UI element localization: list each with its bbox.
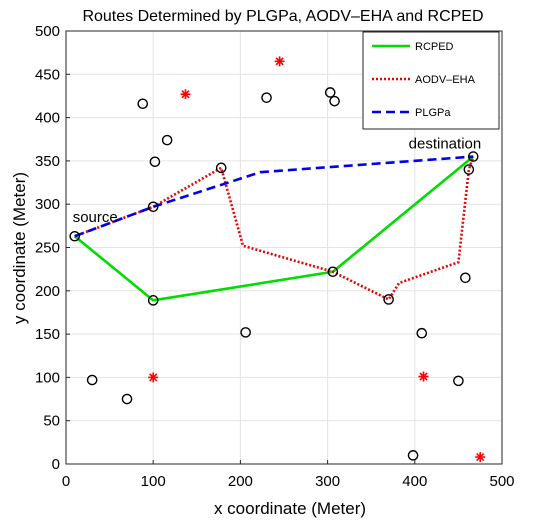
- legend-label: PLGPa: [415, 107, 451, 119]
- node-point: [240, 327, 251, 338]
- node-point: [324, 87, 336, 98]
- node-point: [261, 92, 272, 103]
- node-point: [86, 374, 98, 386]
- node-point: [149, 156, 161, 168]
- legend-label: AODV–EHA: [415, 74, 476, 86]
- node-point: [463, 164, 475, 175]
- x-tick-label: 0: [62, 473, 70, 490]
- y-tick-label: 200: [35, 283, 60, 300]
- node-point: [161, 134, 173, 146]
- x-tick-label: 300: [315, 473, 340, 490]
- dead-node-marker: [475, 452, 486, 463]
- node-point: [69, 230, 81, 242]
- x-tick-label: 400: [402, 473, 427, 490]
- node-point: [460, 272, 471, 284]
- node-point: [327, 266, 339, 278]
- node-point: [467, 151, 479, 162]
- node-point: [416, 327, 428, 339]
- annotation-destination: destination: [409, 136, 482, 153]
- node-point: [453, 375, 464, 387]
- x-tick-label: 500: [489, 473, 514, 490]
- x-axis-ticks: 0 100 200 300 400 500: [62, 460, 515, 490]
- legend-box: [362, 31, 500, 130]
- dead-nodes-layer: [148, 56, 486, 463]
- legend-label: RCPED: [415, 41, 454, 53]
- node-point: [147, 295, 159, 306]
- x-tick-label: 100: [141, 473, 166, 490]
- series-layer: [73, 155, 475, 302]
- node-point: [329, 95, 340, 107]
- chart-title: Routes Determined by PLGPa, AODV–EHA and…: [82, 8, 483, 25]
- legend: RCPED AODV–EHA PLGPa: [362, 31, 500, 130]
- y-tick-label: 150: [35, 326, 60, 343]
- y-tick-label: 500: [35, 23, 60, 40]
- y-tick-label: 100: [35, 369, 60, 386]
- series-line-plgpa: [74, 155, 474, 238]
- nodes-layer: [69, 87, 479, 461]
- dead-node-marker: [418, 371, 429, 382]
- y-tick-label: 350: [35, 153, 60, 170]
- dead-node-marker: [180, 89, 191, 100]
- node-point: [383, 294, 394, 305]
- y-tick-label: 450: [35, 66, 60, 83]
- node-point: [121, 393, 133, 405]
- dead-node-marker: [274, 56, 285, 67]
- series-line-rcped: [73, 155, 475, 302]
- annotations-layer: source destination: [73, 136, 482, 227]
- y-tick-label: 400: [35, 110, 60, 127]
- node-point: [407, 450, 419, 461]
- node-point: [215, 162, 227, 174]
- y-axis-label: y coordinate (Meter): [10, 172, 29, 324]
- y-tick-label: 250: [35, 240, 60, 257]
- y-tick-label: 300: [35, 196, 60, 213]
- y-tick-label: 0: [52, 456, 60, 473]
- y-tick-label: 50: [43, 413, 60, 430]
- node-point: [147, 201, 159, 213]
- y-axis-ticks: 0 50 100 150 200 250 300 350 400 450 500: [35, 23, 70, 473]
- dead-node-marker: [148, 372, 159, 383]
- annotation-source: source: [73, 209, 118, 226]
- x-axis-label: x coordinate (Meter): [214, 499, 366, 518]
- x-tick-label: 200: [228, 473, 253, 490]
- node-point: [137, 98, 149, 110]
